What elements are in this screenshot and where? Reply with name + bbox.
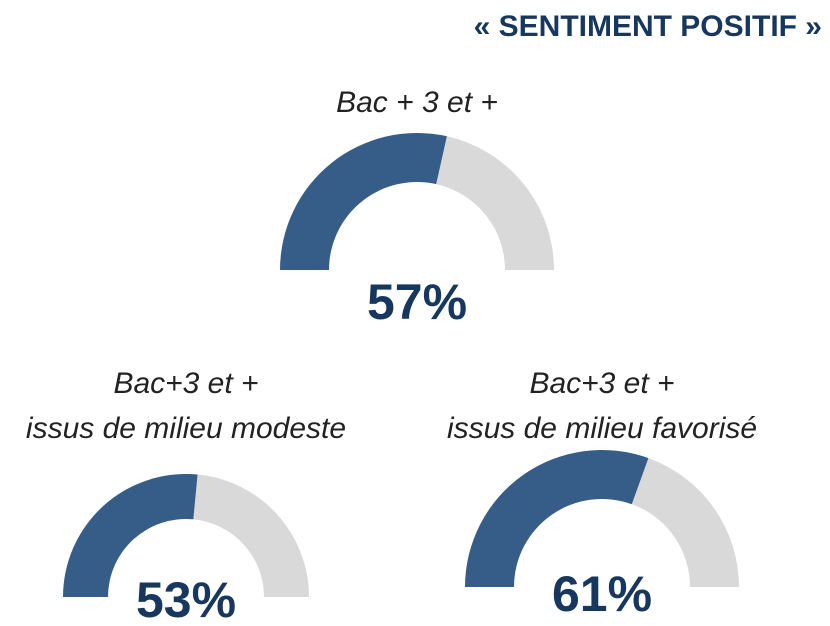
gauge-value: 57% [367, 274, 467, 330]
gauge-track [193, 474, 309, 597]
page-title: « SENTIMENT POSITIF » [474, 10, 822, 43]
gauge-fill [280, 132, 447, 270]
gauge-track [631, 458, 739, 587]
gauge-title: Bac+3 et + [529, 367, 674, 400]
gauge-value: 61% [552, 566, 652, 622]
gauge-fill [63, 473, 198, 597]
gauge-track [436, 136, 554, 270]
gauge-subtitle: issus de milieu modeste [26, 412, 346, 445]
gauge-fill [465, 449, 649, 587]
gauge-value: 53% [136, 572, 236, 626]
gauge-title: Bac + 3 et + [336, 86, 498, 119]
gauge-subtitle: issus de milieu favorisé [447, 412, 757, 445]
gauge-title: Bac+3 et + [113, 367, 258, 400]
